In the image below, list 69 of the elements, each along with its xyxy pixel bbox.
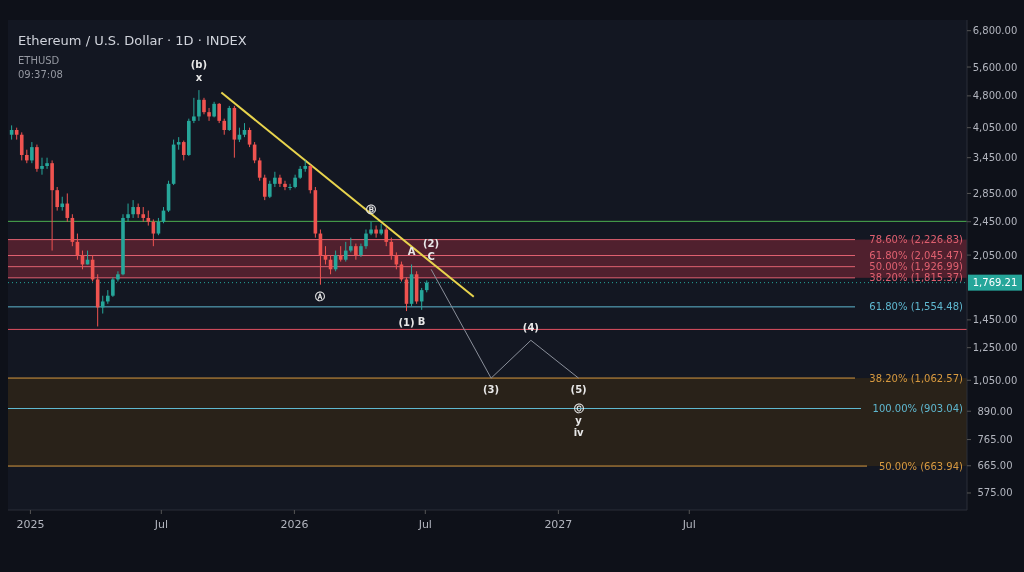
ref-line-label: 50.00% (1,926.99) xyxy=(869,261,964,273)
y-tick-label: 4,800.00 xyxy=(972,90,1018,102)
candlestick xyxy=(343,241,348,263)
annotation: Ⓑ xyxy=(366,203,377,215)
ref-line-label: 78.60% (2,226.83) xyxy=(869,234,964,246)
candlestick xyxy=(116,270,120,283)
candlestick xyxy=(364,229,368,250)
annotation: iv xyxy=(573,426,585,438)
y-tick-label: 1,250.00 xyxy=(972,342,1018,354)
x-tick-label: Jul xyxy=(153,518,168,531)
x-tick-label: 2026 xyxy=(280,518,309,531)
y-tick-label: 4,050.00 xyxy=(972,122,1018,134)
annotation: A xyxy=(407,246,416,258)
y-tick-label: 2,050.00 xyxy=(972,249,1018,261)
ref-line-label: 50.00% (663.94) xyxy=(878,460,964,472)
ref-line-label: 38.20% (1,815.37) xyxy=(869,272,964,284)
x-tick-label: 2025 xyxy=(16,518,45,531)
y-tick-label: 1,450.00 xyxy=(972,314,1018,326)
x-tick-label: Jul xyxy=(417,518,432,531)
annotation: (1) xyxy=(398,317,415,329)
candlestick xyxy=(35,144,39,173)
annotation: Ⓐ xyxy=(315,290,326,302)
y-tick-label: 890.00 xyxy=(977,405,1013,417)
candlestick xyxy=(181,140,186,161)
y-tick-label: 575.00 xyxy=(977,487,1013,499)
annotation: B xyxy=(417,315,426,327)
annotation: 09:37:08 xyxy=(18,69,63,80)
ref-line-label: 1,769.21 xyxy=(972,277,1018,289)
candlestick xyxy=(19,131,24,161)
candlestick xyxy=(374,225,378,239)
y-tick-label: 1,050.00 xyxy=(972,374,1018,386)
ref-line-label: 38.20% (1,062.57) xyxy=(869,372,964,384)
candlestick xyxy=(217,102,221,124)
y-tick-label: 6,800.00 xyxy=(972,25,1018,37)
annotation: y xyxy=(575,414,583,426)
y-tick-label: 765.00 xyxy=(977,434,1013,446)
annotation: (3) xyxy=(483,384,500,396)
candlestick xyxy=(30,141,34,164)
candlestick xyxy=(384,226,389,247)
candlestick xyxy=(192,97,196,124)
text: Ethereum / U.S. Dollar · 1D · INDEX xyxy=(18,33,247,48)
candlestick xyxy=(278,174,282,188)
candlestick xyxy=(262,174,267,201)
candlestick xyxy=(45,157,49,170)
annotation: x xyxy=(195,72,203,84)
ref-line-label: 61.80% (1,554.48) xyxy=(869,301,964,313)
candlestick xyxy=(207,107,211,122)
annotation: (b) xyxy=(190,59,208,71)
y-tick-label: 2,450.00 xyxy=(972,216,1018,228)
y-tick-label: 665.00 xyxy=(977,460,1013,472)
candlestick xyxy=(55,186,59,212)
ref-line-label: 61.80% (2,045.47) xyxy=(869,250,964,261)
y-tick-label: 5,600.00 xyxy=(972,61,1018,73)
candlestick xyxy=(197,89,201,122)
candlestick xyxy=(288,183,292,191)
x-tick-label: Jul xyxy=(681,518,696,531)
x-tick-label: 2027 xyxy=(544,518,573,531)
ref-line-label: 100.00% (903.04) xyxy=(872,403,964,414)
annotation: ETHUSD xyxy=(18,55,60,66)
y-tick-label: 2,850.00 xyxy=(972,187,1018,199)
annotation: (2) xyxy=(423,238,440,250)
candlestick xyxy=(273,171,277,188)
annotation: (5) xyxy=(570,384,587,396)
candlestick xyxy=(369,221,373,236)
candlestick xyxy=(40,157,44,176)
candlestick xyxy=(126,203,130,223)
candlestick xyxy=(283,180,287,191)
candlestick xyxy=(131,199,135,219)
y-tick-label: 3,450.00 xyxy=(972,152,1018,164)
